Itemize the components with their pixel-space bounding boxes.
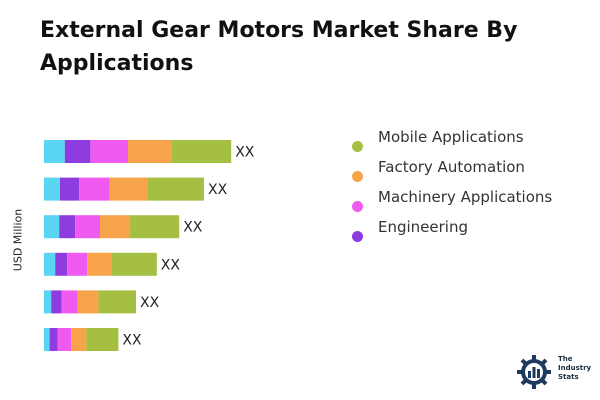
- legend-label-factory-automation: Factory Automation: [378, 158, 525, 176]
- data-label-row4: XX: [161, 257, 181, 273]
- bar-row1-segment1: [44, 140, 65, 163]
- logo-text-line3: Stats: [558, 373, 579, 381]
- legend-dot-machinery-applications: [352, 201, 363, 212]
- logo-text-line1: The: [558, 355, 573, 363]
- bar-row6-segment5: [86, 328, 119, 351]
- bar-row1-segment2: [64, 140, 91, 163]
- bar-row3-segment1: [44, 215, 60, 239]
- bar-row5-segment3: [61, 290, 78, 314]
- bar-row4-segment1: [44, 252, 56, 276]
- bar-row2-segment1: [44, 177, 60, 201]
- bar-row4-segment5: [112, 252, 157, 276]
- bar-row3-segment4: [100, 215, 130, 239]
- bar-row2-segment5: [148, 177, 204, 201]
- bar-row1-segment3: [90, 140, 128, 163]
- bar-row5-segment5: [98, 290, 136, 314]
- data-label-row5: XX: [140, 295, 160, 311]
- legend-label-machinery-applications: Machinery Applications: [378, 188, 553, 206]
- bar-row5-segment1: [44, 290, 52, 314]
- bar-row4-segment4: [87, 252, 112, 276]
- the-industry-stats-logo: The Industry Stats: [514, 350, 594, 394]
- legend-label-mobile-applications: Mobile Applications: [378, 128, 524, 146]
- legend-label-engineering: Engineering: [378, 218, 468, 236]
- bar-row1-segment5: [171, 140, 232, 163]
- legend-dot-mobile-applications: [352, 141, 363, 152]
- bar-row6-segment3: [57, 328, 72, 351]
- chart-title: External Gear Motors Market Share By App…: [40, 18, 518, 76]
- bar-row4-segment3: [67, 252, 88, 276]
- bar-row6-segment2: [49, 328, 58, 351]
- gear-logo-icon: [517, 355, 551, 389]
- bar-row4-segment2: [55, 252, 68, 276]
- bar-row2-segment3: [79, 177, 110, 201]
- bar-row5-segment4: [77, 290, 99, 314]
- data-label-row6: XX: [122, 333, 142, 349]
- bar-row1-segment4: [128, 140, 172, 163]
- legend-dot-engineering: [352, 231, 363, 242]
- bar-row6-segment4: [71, 328, 87, 351]
- data-label-row1: XX: [235, 145, 255, 161]
- bar-row5-segment2: [51, 290, 62, 314]
- bar-row3-segment5: [129, 215, 180, 239]
- logo-text: The Industry Stats: [558, 355, 591, 382]
- bar-row2-segment4: [109, 177, 148, 201]
- bar-row3-segment2: [59, 215, 76, 239]
- bar-row6-segment1: [44, 328, 50, 351]
- bar-row3-segment3: [75, 215, 100, 239]
- legend-dot-factory-automation: [352, 171, 363, 182]
- data-label-row3: XX: [183, 220, 203, 236]
- data-label-row2: XX: [208, 182, 228, 198]
- logo-text-line2: Industry: [558, 364, 592, 372]
- bar-row2-segment2: [60, 177, 80, 201]
